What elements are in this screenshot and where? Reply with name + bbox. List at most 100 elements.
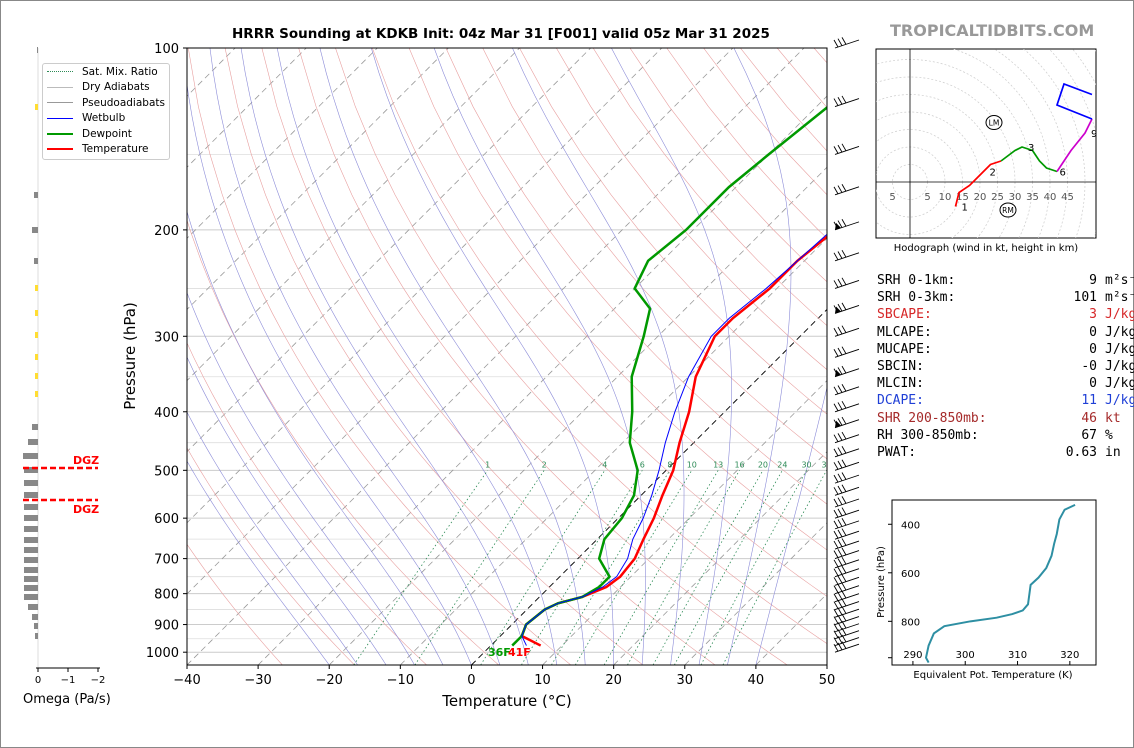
- legend-item: Sat. Mix. Ratio: [43, 64, 169, 80]
- index-value: 46: [1081, 410, 1097, 426]
- mix-ratio-line: [353, 470, 489, 665]
- wind-barb: [833, 431, 860, 444]
- mix-ratio-line: [722, 470, 827, 665]
- omega-bar: [34, 258, 38, 264]
- moist-adiabat: [187, 210, 444, 665]
- omega-bar: [35, 633, 38, 639]
- wind-barb: [833, 325, 860, 337]
- wind-barb: [833, 496, 860, 508]
- mix-label-3: 6: [640, 460, 645, 469]
- index-label: SBCIN:: [877, 359, 924, 375]
- mix-ratio-line: [674, 470, 783, 665]
- omega-bar: [24, 585, 38, 591]
- omega-bar: [24, 567, 38, 573]
- xtick-label-2: −20: [316, 673, 343, 688]
- dry-adiabat: [408, 48, 827, 551]
- isotherm--10: [400, 237, 827, 665]
- omega-bar: [32, 424, 38, 430]
- hodo-xlabel-6: 30: [1009, 192, 1022, 203]
- wind-barb: [833, 346, 860, 358]
- dry-adiabat: [187, 543, 283, 665]
- omega-bar: [28, 439, 38, 445]
- omega-bar: [24, 547, 38, 553]
- hodo-xlabel-5: 25: [991, 192, 1004, 203]
- wind-barb: [833, 95, 860, 107]
- legend-item: Dewpoint: [43, 126, 169, 142]
- legend: Sat. Mix. Ratio Dry Adiabats Pseudoadiabat…: [42, 63, 170, 160]
- hodo-segment-0: [954, 160, 1002, 207]
- index-unit: in: [1105, 445, 1121, 461]
- wind-barb: [833, 219, 860, 231]
- index-row: SHR 200-850mb: 46 kt: [877, 410, 1134, 427]
- omega-bar: [32, 614, 38, 620]
- index-unit: J/kg: [1105, 324, 1134, 340]
- index-value: 0.63: [1065, 445, 1097, 461]
- omega-bar: [34, 623, 38, 629]
- index-label: PWAT:: [877, 445, 917, 461]
- moist-adiabat: [727, 48, 792, 665]
- mix-label-8: 20: [758, 460, 768, 469]
- index-label: MLCAPE:: [877, 324, 932, 340]
- hodo-height-0: 1: [962, 203, 968, 214]
- legend-swatch: [47, 102, 73, 104]
- index-row: SRH 0-1km: 9 m²s⁻²: [877, 272, 1134, 289]
- wind-barb: [833, 582, 860, 595]
- moist-adiabat: [319, 48, 586, 665]
- hodo-height-4: 9: [1091, 129, 1097, 140]
- omega-bar: [35, 391, 38, 397]
- isotherm--20: [328, 166, 827, 665]
- index-unit: J/kg: [1105, 393, 1134, 409]
- index-unit: kt: [1105, 410, 1121, 426]
- index-unit: %: [1105, 427, 1113, 443]
- index-label: DCAPE:: [877, 393, 924, 409]
- theta-e-xtick-2: 310: [1008, 650, 1027, 661]
- wind-barb: [833, 606, 860, 618]
- index-unit: J/kg: [1105, 341, 1134, 357]
- legend-label: Temperature: [82, 143, 149, 156]
- theta-e-profile: [924, 503, 1076, 664]
- index-row: PWAT: 0.63 in: [877, 444, 1134, 461]
- index-unit: J/kg: [1105, 376, 1134, 392]
- wind-barb: [833, 556, 860, 569]
- wind-barb: [833, 277, 860, 289]
- hodo-lm-label: LM: [989, 119, 1000, 128]
- index-value: 0: [1089, 324, 1097, 340]
- hodo-segment-1: [1000, 146, 1058, 173]
- ytick-label-900: 900: [154, 619, 179, 634]
- index-unit: m²s⁻²: [1105, 273, 1134, 288]
- theta-e-ytick-1: 600: [901, 569, 920, 580]
- wind-barb: [833, 459, 860, 471]
- wind-barb: [833, 598, 860, 610]
- index-label: MLCIN:: [877, 376, 924, 392]
- mix-ratio-line: [574, 470, 693, 665]
- dry-adiabat: [482, 48, 827, 460]
- moist-adiabat: [187, 411, 358, 665]
- wind-barb: [833, 249, 860, 262]
- omega-bar: [35, 310, 38, 316]
- omega-bar: [24, 576, 38, 582]
- mix-ratio-line: [521, 470, 643, 665]
- isotherm--40: [187, 48, 805, 665]
- wind-barb: [833, 302, 860, 314]
- dry-adiabat: [187, 48, 572, 665]
- hodo-xlabel-8: 40: [1044, 192, 1057, 203]
- index-row: SBCAPE: 3 J/kg: [877, 306, 1134, 323]
- sfc-temp-label: 41F: [508, 646, 531, 659]
- wind-barb: [833, 446, 860, 458]
- omega-bar: [24, 504, 38, 510]
- index-label: MUCAPE:: [877, 341, 932, 357]
- mix-label-0: 1: [485, 460, 490, 469]
- index-value: -0: [1081, 359, 1097, 375]
- moist-adiabat: [187, 82, 472, 665]
- dry-adiabat: [187, 219, 499, 665]
- moist-adiabat: [240, 48, 529, 665]
- mix-ratio-line: [414, 470, 545, 665]
- dgz-label-top: DGZ: [73, 454, 99, 467]
- hodo-rm-marker: [999, 202, 1017, 218]
- mix-label-10: 30: [801, 460, 811, 469]
- moist-adiabat: [755, 386, 827, 665]
- hodograph-panel: 5 5 10 15 20 25 30 35 40 45 1 2 3 6 9 LM RM: [875, 48, 1097, 239]
- ytick-label-200: 200: [154, 224, 179, 239]
- index-row: MLCIN: 0 J/kg: [877, 375, 1134, 392]
- wind-barb: [833, 400, 860, 413]
